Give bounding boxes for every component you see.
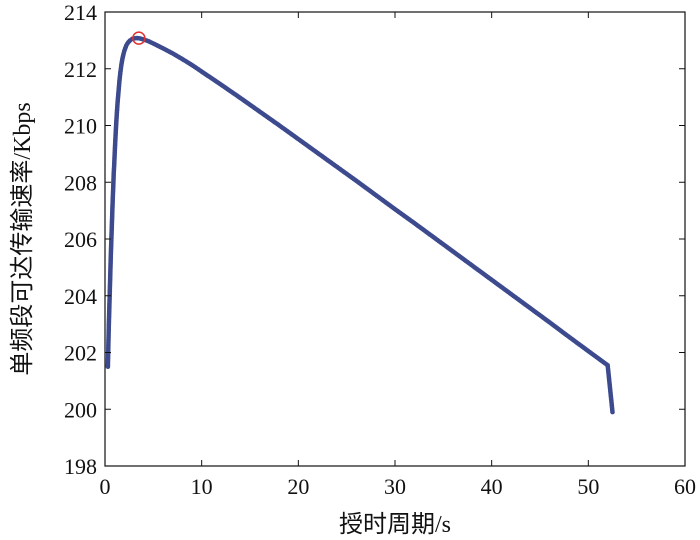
y-tick-label: 198 <box>64 454 97 479</box>
max-point-marker <box>132 31 146 45</box>
x-tick-label: 60 <box>674 474 696 499</box>
y-tick-label: 204 <box>64 284 97 309</box>
y-tick-label: 210 <box>64 114 97 139</box>
x-tick-label: 0 <box>100 474 111 499</box>
y-tick-label: 208 <box>64 170 97 195</box>
x-axis-label: 授时周期/s <box>339 511 451 538</box>
y-tick-label: 202 <box>64 341 97 366</box>
y-axis-label: 单频段可达传输速率/Kbps <box>9 102 36 375</box>
x-tick-label: 10 <box>191 474 213 499</box>
axis-ticks: 0 10 20 30 40 50 60 198 200 202 204 206 208 210 212 214 <box>64 0 696 499</box>
y-tick-label: 214 <box>64 0 97 25</box>
data-point <box>610 409 615 415</box>
x-tick-label: 30 <box>384 474 406 499</box>
plot-frame <box>104 11 686 467</box>
x-tick-label: 50 <box>577 474 599 499</box>
y-tick-label: 206 <box>64 227 97 252</box>
x-tick-label: 40 <box>481 474 503 499</box>
x-tick-label: 20 <box>287 474 309 499</box>
y-tick-label: 200 <box>64 397 97 422</box>
highlight-layer <box>132 31 146 45</box>
data-points <box>105 35 615 415</box>
y-tick-label: 212 <box>64 57 97 82</box>
